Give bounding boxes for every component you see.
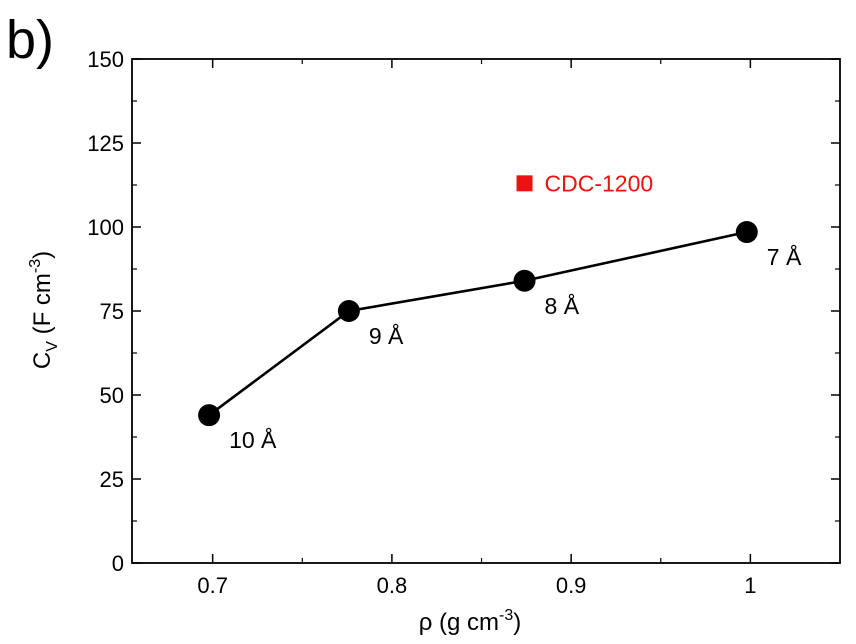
data-point	[198, 404, 221, 427]
point-label: 9 Å	[369, 322, 404, 349]
x-tick-label: 0.8	[377, 573, 408, 598]
point-labels: 10 Å 9 Å 8 Å 7 Å CDC-1200	[229, 170, 802, 453]
y-axis-title: CV (F cm-3)	[27, 251, 61, 369]
reference-label: CDC-1200	[545, 170, 654, 196]
plot-frame	[131, 58, 841, 564]
data-point	[735, 221, 758, 244]
y-axis-ticks: 0 25 50 75 100 125 150	[87, 47, 840, 576]
y-tick-label: 100	[87, 215, 124, 240]
y-tick-label: 150	[87, 47, 124, 72]
x-tick-label: 0.9	[556, 573, 587, 598]
reference-point	[516, 175, 533, 192]
data-point	[337, 300, 360, 322]
point-label: 8 Å	[545, 292, 580, 319]
series-line	[208, 230, 748, 417]
y-tick-label: 25	[100, 467, 124, 492]
y-tick-label: 0	[112, 551, 124, 576]
series-layer	[198, 175, 758, 427]
panel-label: b)	[6, 10, 54, 70]
point-label: 10 Å	[229, 426, 277, 453]
x-tick-label: 0.7	[197, 573, 228, 598]
point-label: 7 Å	[767, 243, 802, 270]
data-point	[513, 269, 536, 292]
y-tick-label: 125	[87, 131, 124, 156]
y-tick-label: 75	[100, 299, 124, 324]
x-axis-title: ρ (g cm-3)	[419, 607, 522, 636]
plot-area	[131, 58, 841, 564]
x-axis-ticks: 0.7 0.8 0.9 1	[197, 59, 757, 598]
x-tick-label: 1	[744, 573, 756, 598]
y-tick-label: 50	[100, 383, 124, 408]
